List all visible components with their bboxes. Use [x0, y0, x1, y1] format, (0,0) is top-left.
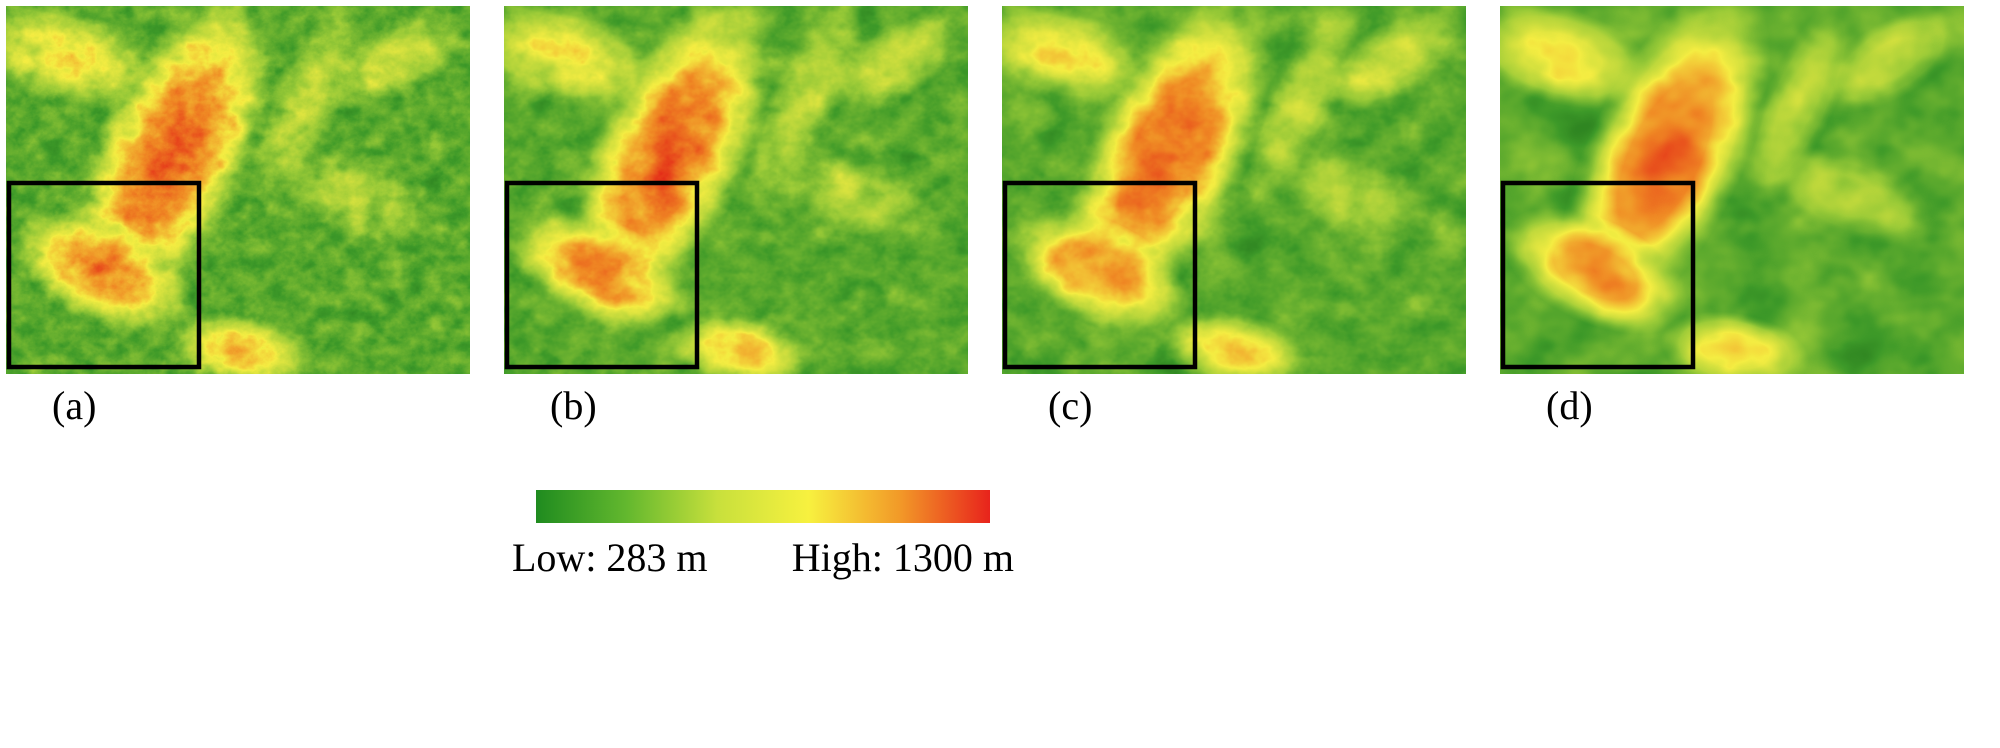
panel-label-b: (b) [550, 383, 597, 428]
inset-rectangle-c [1002, 180, 1198, 370]
dem-panel-a: (a) [6, 6, 470, 428]
dem-panel-b: (b) [504, 6, 968, 428]
inset-rectangle-a [6, 180, 202, 370]
panel-label-a: (a) [52, 383, 97, 428]
dem-image-d [1500, 6, 1964, 374]
dem-panels-row: (a) (b) (c) [6, 6, 1964, 428]
dem-map-d [1500, 6, 1964, 374]
dem-image-c [1002, 6, 1466, 374]
dem-panel-d: (d) [1500, 6, 1964, 428]
colorbar-high-label: High: 1300 m [791, 535, 1014, 580]
dem-image-a [6, 6, 470, 374]
colorbar-low-label: Low: 283 m [512, 535, 708, 580]
panel-label-d: (d) [1546, 383, 1593, 428]
dem-map-b [504, 6, 968, 374]
dem-map-c [1002, 6, 1466, 374]
colorbar-gradient [536, 490, 990, 523]
inset-rectangle-d [1500, 180, 1696, 370]
inset-rectangle-b [504, 180, 700, 370]
colorbar-labels: Low: 283 m High: 1300 m [512, 534, 1014, 581]
colorbar [536, 490, 990, 523]
dem-panel-c: (c) [1002, 6, 1466, 428]
dem-map-a [6, 6, 470, 374]
dem-image-b [504, 6, 968, 374]
panel-label-c: (c) [1048, 383, 1093, 428]
